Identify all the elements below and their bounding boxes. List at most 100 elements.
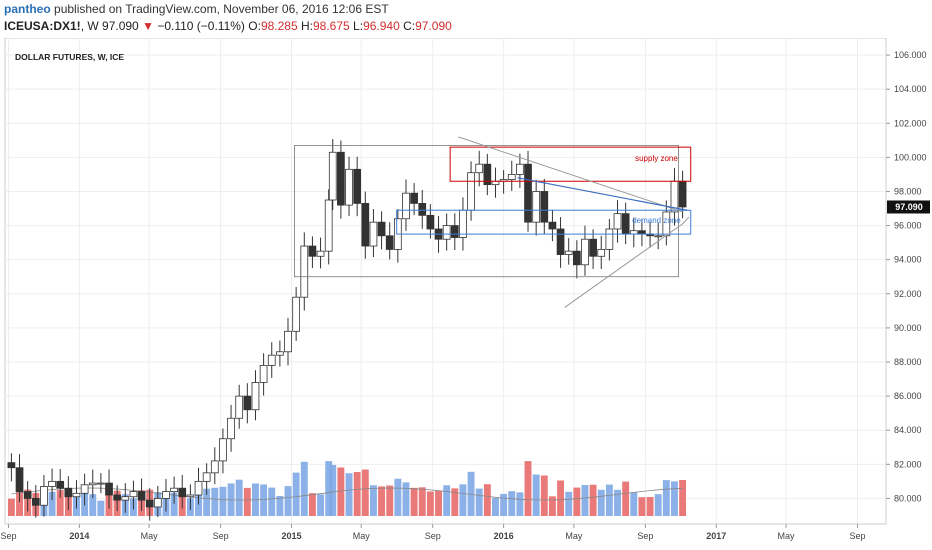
candlesticks — [7, 139, 687, 521]
x-tick-label: Sep — [850, 531, 866, 541]
y-tick-label: 106.000 — [894, 50, 927, 60]
x-tick-label: 2017 — [706, 531, 726, 541]
volume-bar — [402, 482, 410, 516]
candle — [72, 492, 81, 498]
y-tick-label: 94.000 — [894, 255, 922, 265]
demand-zone-box[interactable] — [396, 209, 692, 235]
volume-bar — [337, 467, 345, 516]
candle — [170, 487, 178, 493]
candle — [276, 351, 284, 356]
y-tick-label: 84.000 — [894, 425, 922, 435]
volume-bar — [345, 473, 353, 516]
volume-bar — [679, 480, 687, 516]
price-axis[interactable]: 80.000 82.000 84.000 86.000 88.000 90.000 92.0… — [886, 50, 927, 503]
time-axis[interactable]: Sep 2014 May Sep 2015 May Sep 2016 May Sep 2017 May… — [0, 524, 866, 541]
candle — [88, 482, 97, 486]
supply-zone-label: supply zone — [635, 154, 678, 163]
candle — [105, 482, 113, 496]
volume-bar — [353, 472, 361, 516]
plot-area[interactable] — [4, 38, 887, 525]
y-tick-label: 100.000 — [894, 152, 927, 162]
volume-bar — [605, 484, 613, 516]
candle — [467, 172, 475, 211]
volume-bar — [638, 497, 646, 516]
volume-average-line — [11, 487, 683, 501]
y-tick-label: 92.000 — [894, 289, 922, 299]
candle — [64, 487, 73, 498]
triangle-lower-line[interactable] — [564, 223, 683, 308]
candle — [540, 191, 549, 223]
last-price-label: 97.090 — [895, 202, 923, 212]
y-tick-label: 98.000 — [894, 186, 922, 196]
candle — [605, 228, 614, 250]
candle — [475, 163, 484, 174]
candle — [259, 365, 268, 383]
volume-bar — [325, 461, 333, 516]
volume-bar — [443, 485, 451, 516]
candle — [328, 151, 337, 201]
open-label: O: — [248, 19, 261, 33]
candle — [353, 168, 362, 204]
publish-text: published on TradingView.com, November 0… — [54, 2, 389, 16]
candle — [426, 214, 435, 230]
volume-bar — [524, 461, 532, 516]
volume-bar — [219, 486, 227, 516]
author-name[interactable]: pantheo — [4, 2, 51, 16]
volume-bar — [475, 488, 483, 516]
candle — [629, 230, 638, 235]
candle — [178, 487, 187, 498]
candle — [589, 238, 597, 257]
candle — [638, 230, 646, 235]
volume-bar — [48, 491, 56, 516]
price-change: −0.110 (−0.11%) — [157, 19, 245, 33]
y-tick-label: 102.000 — [894, 118, 927, 128]
volume-bar — [276, 495, 284, 516]
candle — [483, 163, 492, 186]
x-tick-label: Sep — [0, 531, 16, 541]
candle — [202, 472, 211, 482]
volume-bar — [508, 491, 516, 516]
volume-bar — [581, 484, 589, 516]
volume-bar — [211, 487, 219, 516]
candle — [418, 203, 427, 216]
candle — [97, 482, 105, 485]
candle — [402, 192, 410, 220]
symbol-name[interactable]: ICEUSA:DX1! — [4, 19, 81, 33]
candle — [267, 354, 276, 366]
x-tick-label: 2016 — [494, 531, 514, 541]
triangle-upper-line[interactable] — [458, 136, 683, 213]
volume-bar — [386, 485, 394, 516]
trend-line[interactable] — [517, 177, 688, 211]
candle — [7, 462, 16, 469]
candle — [316, 250, 325, 257]
volume-bar — [361, 469, 369, 516]
candle — [581, 238, 589, 266]
triangle-apex-line[interactable] — [682, 216, 690, 225]
y-tick-label: 80.000 — [894, 493, 922, 503]
volume-bar — [308, 493, 316, 516]
supply-zone-box[interactable] — [449, 146, 692, 182]
candle — [145, 499, 154, 508]
candle — [56, 480, 65, 489]
volume-bar — [7, 498, 15, 516]
volume-bar — [548, 496, 556, 516]
candle — [251, 382, 260, 411]
candle — [15, 467, 24, 493]
demand-zone-label: demand zone — [632, 216, 681, 225]
price-chart[interactable]: supply zone demand zone DOLLAR FUTURES, … — [0, 38, 932, 550]
x-tick-label: Sep — [637, 531, 653, 541]
candle — [210, 460, 219, 474]
candle — [548, 221, 557, 230]
candle — [442, 225, 451, 240]
volume-bar — [418, 487, 426, 516]
volume-bar — [614, 489, 621, 516]
candle — [491, 180, 500, 186]
candle — [459, 209, 467, 238]
x-tick-label: May — [353, 531, 371, 541]
x-tick-label: May — [141, 531, 159, 541]
candle — [324, 199, 333, 252]
volume-bar — [268, 487, 276, 516]
chart-title: DOLLAR FUTURES, W, ICE — [15, 52, 124, 62]
volume-bar — [516, 492, 524, 516]
interval-label: , W — [80, 19, 99, 33]
